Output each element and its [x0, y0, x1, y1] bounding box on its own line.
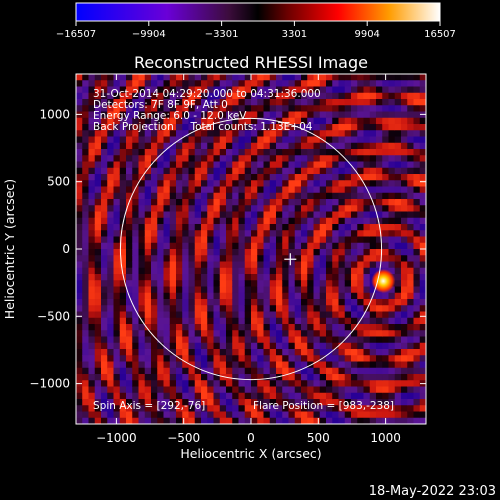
flare-position-label: Flare Position = [983,-238] [253, 400, 394, 412]
x-axis-label: Heliocentric X (arcsec) [180, 446, 321, 461]
chart-title: Reconstructed RHESSI Image [134, 53, 368, 72]
x-tick-label: 500 [307, 431, 330, 445]
colorbar-tick-label: 9904 [354, 29, 379, 40]
y-tick-label: −500 [37, 309, 70, 323]
colorbar-gradient [75, 2, 441, 22]
y-tick-label: 0 [62, 242, 70, 256]
x-tick-label: 1000 [370, 431, 401, 445]
annotation-method: Back Projection Total counts: 1.13E+04 [93, 121, 313, 133]
y-tick-label: 1000 [39, 107, 70, 121]
y-tick-label: 500 [47, 175, 70, 189]
annotation-energy: Energy Range: 6.0 - 12.0 keV [93, 110, 247, 122]
colorbar-tick-label: −16507 [56, 29, 96, 40]
spin-axis-label: Spin Axis = [292,-76] [93, 400, 205, 412]
colorbar-tick-label: 3301 [282, 29, 307, 40]
x-tick-label: −1000 [96, 431, 137, 445]
y-axis-label: Heliocentric Y (arcsec) [2, 179, 17, 319]
colorbar: −16507 −9904 −3301 3301 9904 16507 [56, 2, 456, 40]
x-axis: −1000 −500 0 500 1000 [96, 74, 401, 445]
timestamp: 18-May-2022 23:03 [369, 484, 496, 499]
annotation-detectors: Detectors: 7F 8F 9F, Att 0 [93, 99, 228, 111]
y-axis: −1000 −500 0 500 1000 [29, 107, 426, 391]
solar-limb-circle [119, 117, 383, 381]
spin-axis-marker [284, 253, 297, 266]
colorbar-tick-label: 16507 [424, 29, 456, 40]
colorbar-tick-label: −3301 [205, 29, 239, 40]
x-tick-label: −500 [167, 431, 200, 445]
annotations: 31-Oct-2014 04:29:20.000 to 04:31:36.000… [93, 88, 394, 412]
heatmap-image [76, 74, 426, 424]
x-tick-label: 0 [247, 431, 255, 445]
colorbar-tick-label: −9904 [132, 29, 166, 40]
colorbar-ticks: −16507 −9904 −3301 3301 9904 16507 [56, 21, 456, 40]
y-tick-label: −1000 [29, 377, 70, 391]
plot-area [75, 73, 427, 425]
flare-source [371, 269, 396, 294]
annotation-time-range: 31-Oct-2014 04:29:20.000 to 04:31:36.000 [93, 88, 321, 100]
